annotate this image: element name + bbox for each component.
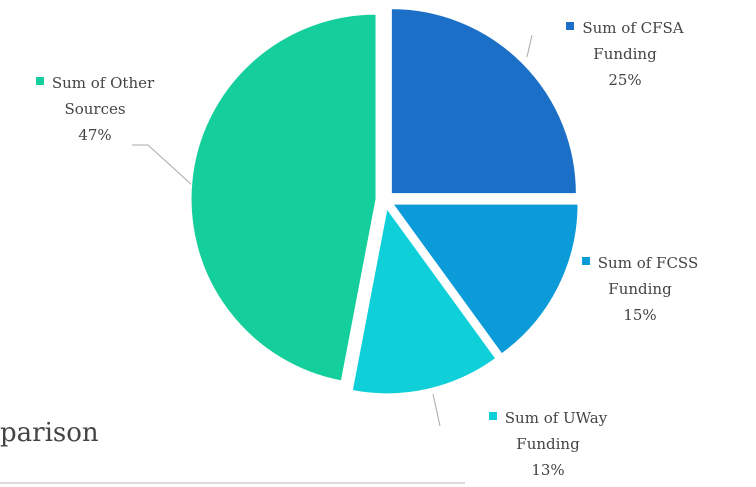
value-label: 15% [623, 306, 657, 324]
leader-line [132, 144, 193, 186]
caption: parison [0, 418, 99, 448]
value-label: 25% [608, 71, 642, 89]
pie-slice [351, 207, 497, 395]
legend-swatch [35, 77, 44, 85]
legend-swatch [488, 412, 497, 420]
pie-slice [390, 8, 577, 195]
leader-line [526, 34, 533, 58]
data-label: Sum of CFSA Funding 25% [555, 15, 695, 93]
category-label: Sum of UWay Funding [504, 409, 608, 453]
data-label: Sum of Other Sources 47% [25, 70, 165, 148]
category-label: Sum of CFSA Funding [582, 19, 684, 63]
leader-line [432, 393, 441, 427]
data-label: Sum of FCSS Funding 15% [570, 250, 710, 328]
legend-swatch [566, 22, 575, 30]
legend-swatch [581, 257, 590, 265]
category-label: Sum of Other Sources [51, 74, 155, 118]
pie-slice [392, 203, 579, 355]
value-label: 47% [78, 126, 112, 144]
value-label: 13% [531, 461, 565, 479]
category-label: Sum of FCSS Funding [597, 254, 699, 298]
pie-slice [190, 13, 377, 382]
data-label: Sum of UWay Funding 13% [478, 405, 618, 483]
